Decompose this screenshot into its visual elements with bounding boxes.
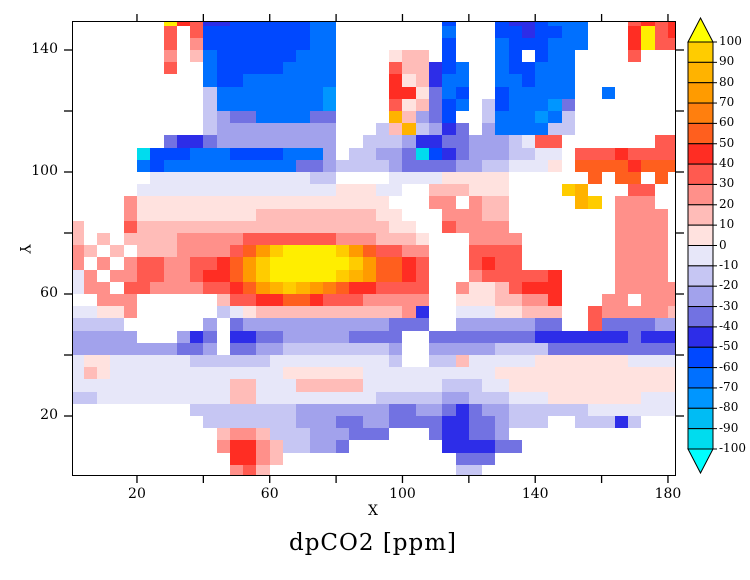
colorbar-tick-label: 30 [719,176,735,191]
colorbar-tick-label: 20 [719,196,735,211]
colorbar-box [687,245,714,267]
x-tick-label: 20 [128,486,146,502]
colorbar-box [687,61,714,84]
colorbar-shapes [687,16,717,475]
colorbar-box [687,143,714,165]
colorbar-over-triangle-icon [687,16,714,43]
colorbar-tick-label: 70 [719,95,735,110]
colorbar: 100 90 80 70 60 50 40 30 20 10 0 -10 -20 -30 -40 -50 -60… [682,10,750,480]
colorbar-box [687,387,714,409]
colorbar-tick-label: -80 [719,400,739,415]
x-tick-label: 60 [260,486,279,502]
colorbar-box [687,41,714,63]
y-axis-label: Y [16,244,32,254]
colorbar-box [687,326,714,348]
colorbar-box [687,163,714,185]
colorbar-box [687,204,714,226]
colorbar-box [687,285,714,308]
y-tick-label: 20 [40,407,58,423]
x-tick-label: 140 [521,486,549,502]
colorbar-tick-label: -50 [719,339,739,354]
colorbar-box [687,122,714,145]
colorbar-tick-label: 80 [719,74,735,89]
colorbar-box [687,367,714,389]
heatmap-canvas [73,22,675,475]
colorbar-box [687,346,714,369]
y-tick-label: 100 [31,163,58,179]
colorbar-box [687,224,714,246]
colorbar-tick-label: -90 [719,420,739,435]
colorbar-tick-label: -70 [719,379,739,394]
y-tick-label: 140 [31,41,58,57]
colorbar-box [687,265,714,287]
colorbar-tick-label: -60 [719,359,739,374]
colorbar-tick-label: -40 [719,318,739,333]
x-tick-label: 180 [654,486,682,502]
colorbar-box [687,306,714,328]
colorbar-tick-label: 100 [719,34,742,48]
colorbar-box [687,102,714,124]
plot-title: dpCO2 [ppm] [288,530,458,556]
colorbar-box [687,82,714,104]
colorbar-tick-label: -30 [719,298,739,313]
colorbar-tick-label: 10 [719,217,735,232]
x-tick-label: 100 [389,486,416,502]
colorbar-tick-label: 40 [719,156,735,171]
colorbar-tick-label: 60 [719,115,735,130]
y-tick-label: 60 [40,285,58,301]
colorbar-box [687,407,714,430]
colorbar-box [687,428,714,450]
colorbar-tick-label: 90 [719,54,735,69]
colorbar-tick-label: -100 [719,441,746,455]
plot-area [72,21,676,476]
colorbar-under-triangle-icon [687,448,714,475]
colorbar-tick-label: 50 [719,135,735,150]
colorbar-tick-label: 0 [719,237,727,252]
colorbar-tick-label: -20 [719,278,739,293]
colorbar-tick-label: -10 [719,257,739,272]
colorbar-box [687,183,714,206]
x-axis-label: X [368,503,378,519]
